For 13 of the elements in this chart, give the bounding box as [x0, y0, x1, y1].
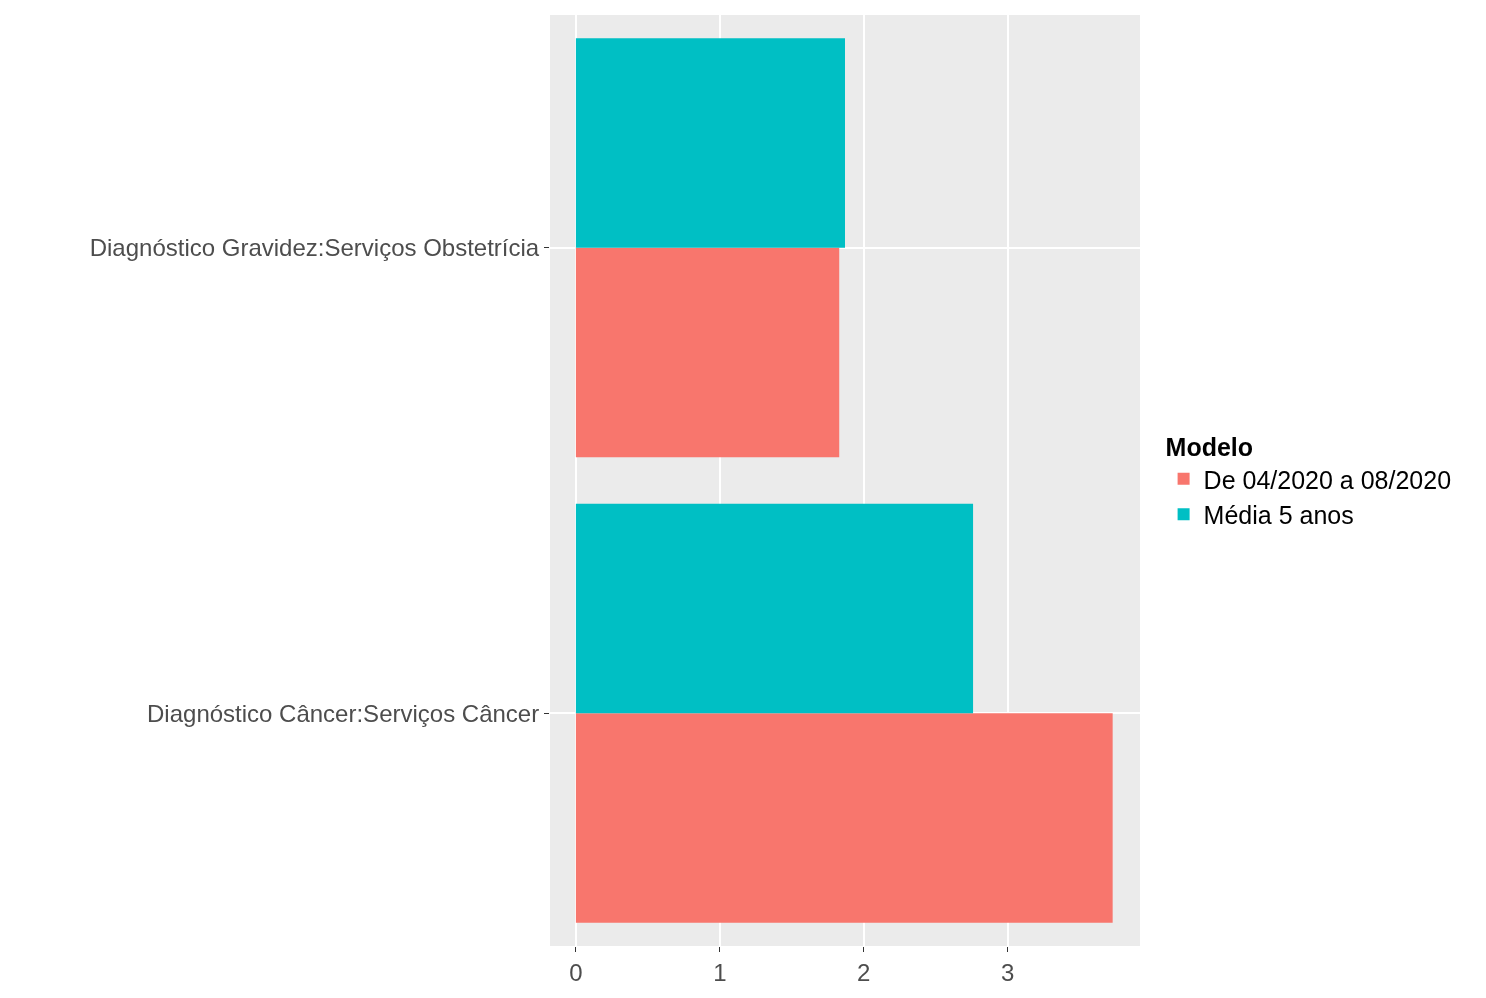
x-tick-label: 3 [1000, 958, 1015, 986]
x-tick-label: 0 [569, 958, 583, 986]
x-tick-label: 2 [857, 958, 871, 986]
bar [575, 38, 845, 248]
legend-label: Média 5 anos [1203, 501, 1354, 529]
legend-title: Modelo [1165, 433, 1254, 461]
bar [575, 503, 974, 714]
y-tick-label: Diagnóstico Câncer:Serviços Câncer [147, 699, 540, 727]
legend-label: De 04/2020 a 08/2020 [1203, 465, 1452, 494]
bar [575, 713, 1113, 923]
bar [575, 247, 840, 458]
x-tick-label: 1 [713, 958, 727, 986]
y-tick-label: Diagnóstico Gravidez:Serviços Obstetrícia [89, 234, 540, 262]
